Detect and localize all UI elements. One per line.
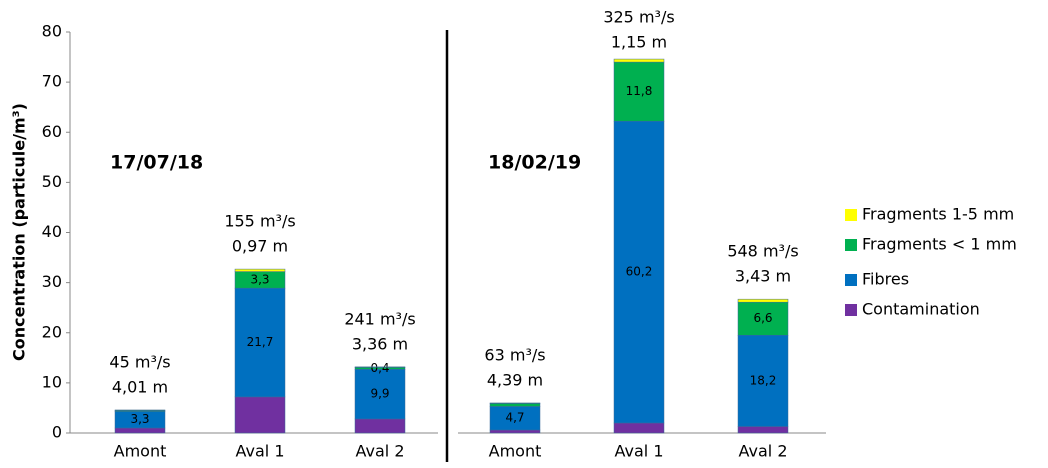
legend-label: Contamination xyxy=(862,300,980,319)
group-label: 18/02/19 xyxy=(488,152,581,174)
annotation: 241 m³/s xyxy=(344,309,415,328)
value-label: 4,7 xyxy=(505,411,524,425)
y-tick-label: 70 xyxy=(42,72,62,91)
legend-swatch xyxy=(845,239,857,251)
annotation: 1,15 m xyxy=(611,33,667,52)
bar-segment xyxy=(114,409,166,411)
annotation: 4,01 m xyxy=(112,377,168,396)
bar-segment xyxy=(613,58,665,63)
x-tick-label: Aval 2 xyxy=(356,442,405,461)
annotation: 325 m³/s xyxy=(603,8,674,27)
annotation: 548 m³/s xyxy=(727,242,798,261)
x-tick-label: Amont xyxy=(114,442,167,461)
legend-label: Fibres xyxy=(862,270,909,289)
legend-swatch xyxy=(845,274,857,286)
annotation: 4,39 m xyxy=(487,370,543,389)
bar-segment xyxy=(234,396,286,434)
bar-segment xyxy=(613,422,665,434)
bar-segment xyxy=(489,402,541,404)
value-label: 3,3 xyxy=(130,412,149,426)
annotation: 155 m³/s xyxy=(224,212,295,231)
y-tick-label: 80 xyxy=(42,22,62,41)
value-label: 18,2 xyxy=(750,373,777,387)
bar-segment xyxy=(489,403,541,407)
value-label: 21,7 xyxy=(247,335,274,349)
bar-segment xyxy=(234,268,286,272)
x-tick-label: Aval 1 xyxy=(236,442,285,461)
bar-segment xyxy=(354,418,406,434)
group-label: 17/07/18 xyxy=(110,152,203,174)
y-tick-label: 30 xyxy=(42,272,62,291)
bar-segment xyxy=(737,298,789,303)
y-tick-label: 20 xyxy=(42,322,62,341)
legend-swatch xyxy=(845,304,857,316)
y-axis-label: Concentration (particule/m³) xyxy=(10,103,29,361)
annotation: 45 m³/s xyxy=(109,352,170,371)
bar-segment xyxy=(489,429,541,434)
value-label: 60,2 xyxy=(626,265,653,279)
x-tick-label: Aval 1 xyxy=(615,442,664,461)
bar-segment xyxy=(737,426,789,434)
bar-segment xyxy=(737,301,789,336)
annotation: 3,36 m xyxy=(352,334,408,353)
legend-label: Fragments < 1 mm xyxy=(862,235,1017,254)
bar-segment xyxy=(737,335,789,427)
y-tick-label: 60 xyxy=(42,122,62,141)
bar-segment xyxy=(613,61,665,122)
value-label: 9,9 xyxy=(370,387,389,401)
y-tick-label: 40 xyxy=(42,222,62,241)
legend-label: Fragments 1-5 mm xyxy=(862,205,1014,224)
y-tick-label: 10 xyxy=(42,372,62,391)
bar-segment xyxy=(234,287,286,398)
y-tick-label: 0 xyxy=(52,423,62,442)
y-tick-label: 50 xyxy=(42,172,62,191)
annotation: 63 m³/s xyxy=(484,345,545,364)
bar-segment xyxy=(354,366,406,368)
value-label: 3,3 xyxy=(250,272,269,286)
annotation: 0,97 m xyxy=(232,237,288,256)
bar-segment xyxy=(114,427,166,434)
x-tick-label: Amont xyxy=(489,442,542,461)
value-label: 0,4 xyxy=(370,361,389,375)
value-label: 6,6 xyxy=(753,311,772,325)
x-tick-label: Aval 2 xyxy=(739,442,788,461)
value-label: 11,8 xyxy=(626,84,653,98)
annotation: 3,43 m xyxy=(735,267,791,286)
legend-swatch xyxy=(845,209,857,221)
